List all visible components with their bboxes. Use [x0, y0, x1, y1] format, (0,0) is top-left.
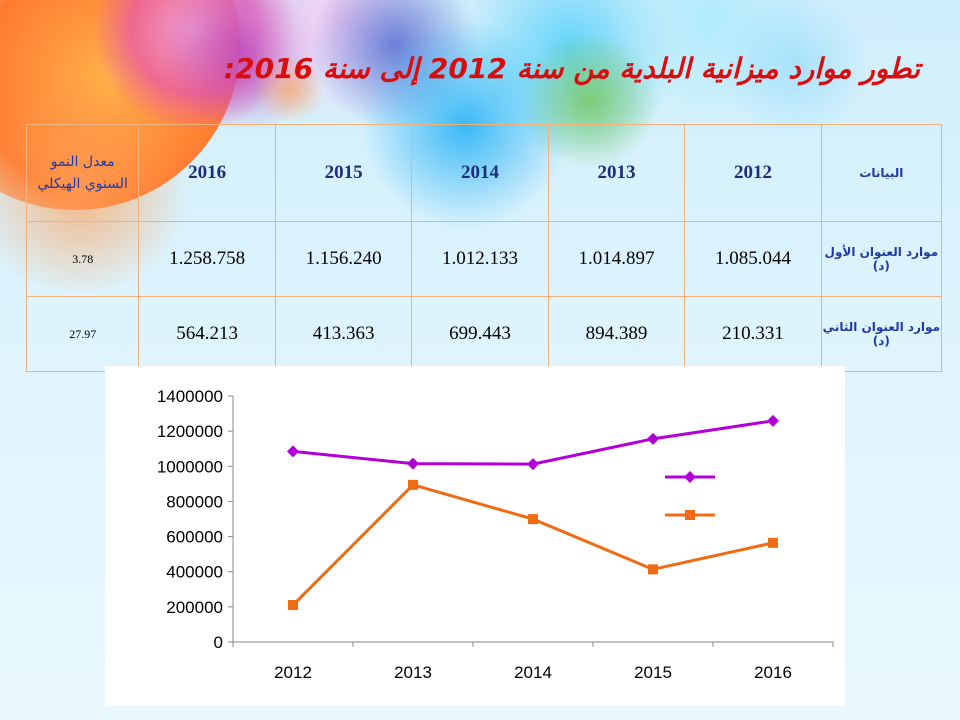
x-tick-label: 2015 [634, 663, 672, 682]
data-point-marker [287, 445, 299, 458]
y-tick-label: 1200000 [157, 422, 223, 441]
y-tick-label: 1400000 [157, 387, 223, 406]
y-tick-label: 0 [214, 633, 223, 652]
value-cell: 564.213 [138, 296, 276, 372]
header-year-cell: 2012 [684, 124, 822, 222]
header-year-cell: 2013 [547, 124, 686, 222]
value-cell: 1.012.133 [411, 221, 549, 297]
table-row: موارد العنوان الأول (د) 1.085.044 1.014.… [25, 221, 943, 297]
header-year-cell: 2014 [411, 124, 549, 222]
data-point-marker [647, 432, 659, 445]
row-label-cell: موارد العنوان الثاني (د) [820, 296, 943, 372]
value-cell: 1.085.044 [684, 221, 822, 297]
value-cell: 894.389 [547, 296, 686, 372]
value-cell: 1.156.240 [274, 221, 413, 297]
y-tick-label: 800000 [166, 492, 223, 511]
header-year-cell: 2016 [138, 124, 276, 222]
legend-swatch-marker [685, 510, 695, 520]
value-cell: 699.443 [411, 296, 549, 372]
legend-swatch-marker [684, 471, 696, 483]
y-tick-label: 600000 [166, 528, 223, 547]
data-point-marker [528, 514, 538, 525]
data-table: البيانات 2012 2013 2014 2015 2016 معدل ا… [25, 124, 943, 372]
y-tick-label: 200000 [166, 598, 223, 617]
data-point-marker [407, 457, 419, 470]
data-point-marker [527, 458, 539, 471]
x-tick-label: 2013 [394, 663, 432, 682]
page-title: تطور موارد ميزانية البلدية من سنة 2012 إ… [223, 52, 920, 85]
y-tick-label: 1000000 [157, 457, 223, 476]
x-tick-label: 2012 [274, 663, 312, 682]
x-tick-label: 2016 [754, 663, 792, 682]
header-year-cell: 2015 [274, 124, 413, 222]
chart-svg: 0 200000 400000 600000 800000 1000000 1200000 1… [157, 387, 960, 682]
line-chart: 0 200000 400000 600000 800000 1000000 1200000 1… [105, 366, 960, 706]
growth-cell: 27.97 [25, 296, 140, 372]
value-cell: 1.014.897 [547, 221, 686, 297]
series-line [292, 419, 774, 466]
value-cell: 210.331 [684, 296, 822, 372]
data-point-marker [408, 479, 418, 490]
x-tick-label: 2014 [514, 663, 552, 682]
data-point-marker [768, 537, 778, 548]
data-point-marker [767, 414, 779, 427]
row-label-cell: موارد العنوان الأول (د) [820, 221, 943, 297]
table-row: موارد العنوان الثاني (د) 210.331 894.389… [25, 296, 943, 372]
data-point-marker [288, 600, 298, 611]
growth-cell: 3.78 [25, 221, 140, 297]
data-point-marker [648, 564, 658, 575]
header-label-cell: البيانات [820, 124, 943, 222]
y-tick-label: 400000 [166, 563, 223, 582]
value-cell: 413.363 [274, 296, 413, 372]
header-growth-cell: معدل النمو السنوي الهيكلي [25, 124, 140, 222]
table-header-row: البيانات 2012 2013 2014 2015 2016 معدل ا… [25, 124, 943, 222]
value-cell: 1.258.758 [138, 221, 276, 297]
series-line [291, 483, 774, 607]
